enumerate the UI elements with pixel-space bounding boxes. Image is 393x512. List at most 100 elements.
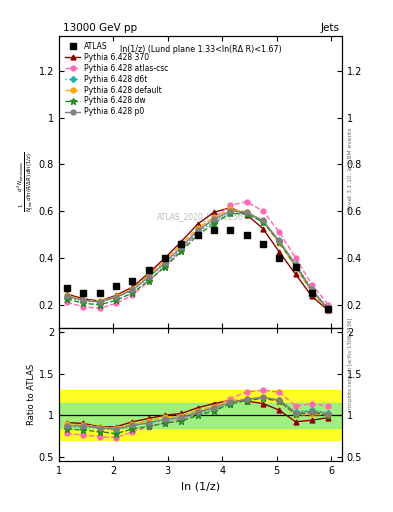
Pythia 6.428 atlas-csc — [244, 199, 249, 205]
Line: Pythia 6.428 dw: Pythia 6.428 dw — [64, 210, 331, 312]
Pythia 6.428 atlas-csc — [146, 278, 151, 284]
Pythia 6.428 default — [293, 264, 298, 270]
Pythia 6.428 370 — [228, 205, 233, 211]
Pythia 6.428 d6t — [81, 298, 86, 304]
Line: Pythia 6.428 370: Pythia 6.428 370 — [65, 205, 331, 313]
Pythia 6.428 dw — [195, 232, 200, 238]
Pythia 6.428 default — [65, 292, 70, 298]
Pythia 6.428 370 — [310, 293, 314, 300]
Pythia 6.428 default — [261, 218, 265, 224]
ATLAS — [81, 290, 86, 296]
Text: ATLAS_2020_I1790256: ATLAS_2020_I1790256 — [157, 212, 244, 222]
Pythia 6.428 dw — [163, 264, 167, 270]
Pythia 6.428 dw — [81, 301, 86, 307]
Pythia 6.428 p0 — [293, 262, 298, 268]
Pythia 6.428 atlas-csc — [212, 215, 217, 221]
Pythia 6.428 atlas-csc — [195, 229, 200, 235]
Pythia 6.428 dw — [65, 296, 70, 302]
Pythia 6.428 dw — [277, 239, 282, 245]
Pythia 6.428 p0 — [277, 238, 282, 244]
Pythia 6.428 d6t — [293, 261, 298, 267]
Pythia 6.428 370 — [326, 307, 331, 313]
Pythia 6.428 default — [81, 297, 86, 303]
Pythia 6.428 atlas-csc — [310, 282, 314, 288]
Pythia 6.428 370 — [179, 239, 184, 245]
Text: Jets: Jets — [321, 23, 340, 33]
Legend: ATLAS, Pythia 6.428 370, Pythia 6.428 atlas-csc, Pythia 6.428 d6t, Pythia 6.428 : ATLAS, Pythia 6.428 370, Pythia 6.428 at… — [63, 39, 171, 119]
Pythia 6.428 default — [228, 206, 233, 212]
Pythia 6.428 default — [114, 293, 118, 300]
Pythia 6.428 atlas-csc — [97, 305, 102, 311]
Pythia 6.428 370 — [195, 221, 200, 227]
Pythia 6.428 atlas-csc — [261, 208, 265, 214]
Text: 13000 GeV pp: 13000 GeV pp — [63, 23, 137, 33]
Pythia 6.428 atlas-csc — [130, 292, 135, 298]
Pythia 6.428 dw — [326, 306, 331, 312]
Pythia 6.428 d6t — [114, 294, 118, 301]
Pythia 6.428 atlas-csc — [114, 301, 118, 307]
Line: Pythia 6.428 p0: Pythia 6.428 p0 — [65, 209, 331, 311]
ATLAS — [114, 283, 118, 289]
ATLAS — [97, 290, 102, 296]
Pythia 6.428 dw — [212, 221, 217, 227]
Pythia 6.428 370 — [212, 209, 217, 216]
Pythia 6.428 dw — [261, 219, 265, 225]
Pythia 6.428 d6t — [310, 286, 314, 292]
Pythia 6.428 d6t — [195, 229, 200, 235]
Pythia 6.428 p0 — [261, 218, 265, 224]
ATLAS — [310, 290, 314, 296]
Pythia 6.428 default — [212, 214, 217, 220]
Pythia 6.428 p0 — [114, 294, 118, 300]
Pythia 6.428 d6t — [212, 219, 217, 225]
Pythia 6.428 d6t — [261, 219, 265, 225]
Text: Rivet 3.1.10, ≥ 2.8M events: Rivet 3.1.10, ≥ 2.8M events — [348, 128, 353, 210]
Pythia 6.428 p0 — [146, 274, 151, 280]
Pythia 6.428 370 — [146, 270, 151, 276]
Pythia 6.428 p0 — [195, 227, 200, 233]
Pythia 6.428 370 — [244, 211, 249, 218]
ATLAS — [277, 255, 282, 261]
Pythia 6.428 d6t — [163, 261, 167, 267]
Pythia 6.428 default — [244, 208, 249, 215]
Pythia 6.428 atlas-csc — [81, 304, 86, 310]
Pythia 6.428 370 — [293, 271, 298, 278]
ATLAS — [179, 241, 184, 247]
Pythia 6.428 default — [195, 225, 200, 231]
ATLAS — [326, 306, 331, 312]
Line: ATLAS: ATLAS — [64, 227, 331, 312]
Pythia 6.428 dw — [310, 288, 314, 294]
Pythia 6.428 370 — [114, 292, 118, 298]
Pythia 6.428 p0 — [228, 208, 233, 214]
Line: Pythia 6.428 d6t: Pythia 6.428 d6t — [65, 211, 331, 310]
Pythia 6.428 d6t — [244, 210, 249, 217]
Pythia 6.428 dw — [228, 210, 233, 217]
ATLAS — [195, 231, 200, 238]
Pythia 6.428 d6t — [326, 305, 331, 311]
Pythia 6.428 370 — [163, 255, 167, 261]
Pythia 6.428 dw — [146, 278, 151, 284]
Pythia 6.428 default — [97, 298, 102, 304]
Line: Pythia 6.428 default: Pythia 6.428 default — [65, 207, 331, 312]
Pythia 6.428 370 — [65, 291, 70, 297]
Y-axis label: $\frac{1}{N_{\rm jets}}\frac{d^2 N_{\rm emissions}}{d\ln(R/\Delta R)\,d\ln(1/z)}: $\frac{1}{N_{\rm jets}}\frac{d^2 N_{\rm … — [16, 152, 36, 212]
Pythia 6.428 atlas-csc — [163, 263, 167, 269]
Pythia 6.428 d6t — [277, 237, 282, 243]
Pythia 6.428 atlas-csc — [179, 247, 184, 253]
Pythia 6.428 atlas-csc — [326, 302, 331, 308]
Pythia 6.428 default — [326, 306, 331, 312]
Pythia 6.428 370 — [130, 284, 135, 290]
ATLAS — [146, 266, 151, 272]
Pythia 6.428 p0 — [326, 306, 331, 312]
Pythia 6.428 dw — [179, 248, 184, 254]
Pythia 6.428 atlas-csc — [65, 299, 70, 305]
Pythia 6.428 dw — [130, 290, 135, 296]
ATLAS — [228, 227, 233, 233]
Pythia 6.428 default — [277, 240, 282, 246]
Pythia 6.428 default — [179, 241, 184, 247]
ATLAS — [130, 278, 135, 284]
Text: ln(1/z) (Lund plane 1.33<ln(RΔ R)<1.67): ln(1/z) (Lund plane 1.33<ln(RΔ R)<1.67) — [119, 45, 281, 54]
Pythia 6.428 p0 — [97, 298, 102, 305]
Text: mcplots.cern.ch [arXiv:1306.3436]: mcplots.cern.ch [arXiv:1306.3436] — [348, 317, 353, 409]
Pythia 6.428 dw — [244, 211, 249, 217]
Pythia 6.428 p0 — [179, 244, 184, 250]
